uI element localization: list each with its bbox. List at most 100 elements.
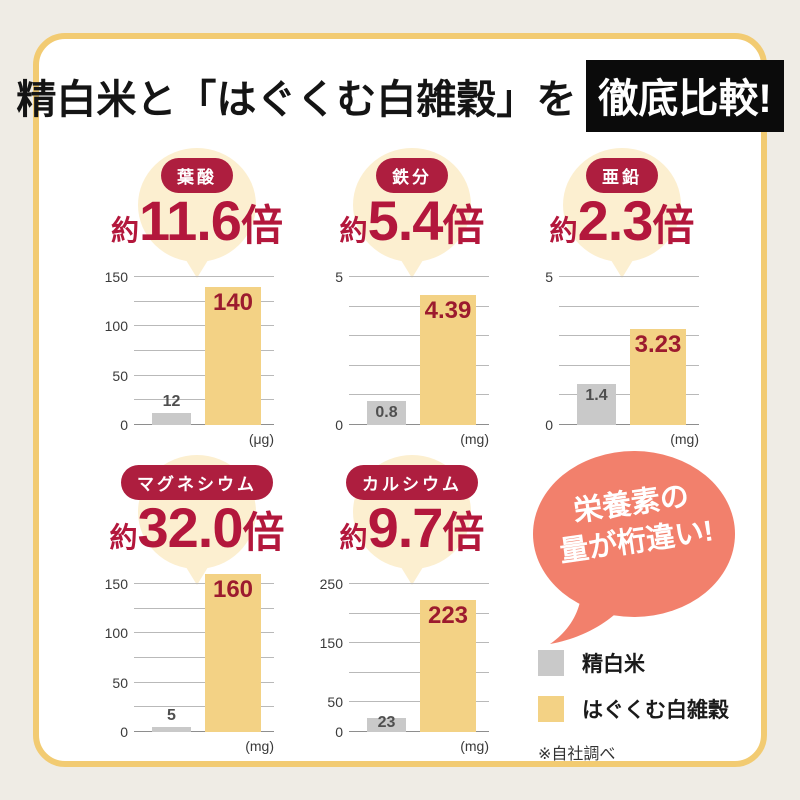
bar-value-label: 5	[167, 707, 176, 725]
chart-group-3: 亜鉛約 2.3 倍 0 5 1.4 3.23 (mg)	[527, 148, 717, 448]
unit-label: (mg)	[460, 738, 489, 754]
multiplier-text: 約 5.4 倍	[340, 188, 485, 253]
unit-label: (μg)	[248, 431, 274, 447]
multiplier-value: 5.4	[367, 189, 444, 252]
multiplier-prefix: 約	[111, 215, 140, 246]
gridline	[134, 583, 274, 584]
gridline	[349, 583, 489, 584]
multiplier-prefix: 約	[109, 522, 138, 553]
yellow-swatch-icon	[538, 696, 564, 722]
nutrient-badge: カルシウム	[346, 465, 478, 500]
y-axis-tick-label: 0	[335, 417, 343, 433]
bar-plot: 0 50 100 150 5 160	[105, 574, 274, 740]
nutrient-balloon: 葉酸約 11.6 倍	[102, 148, 292, 288]
multiplier-text: 約 2.3 倍	[550, 188, 695, 253]
y-axis-tick-label: 5	[335, 269, 343, 285]
unit-label: (mg)	[460, 431, 489, 447]
bar-value-label: 23	[377, 714, 396, 731]
bar-value-label: 160	[212, 576, 254, 604]
bar-value-label: 1.4	[585, 386, 608, 404]
gridline	[134, 300, 274, 302]
multiplier-value: 11.6	[139, 189, 242, 252]
source-note: ※自社調べ	[538, 746, 616, 763]
gridline	[349, 424, 489, 425]
gridline	[349, 394, 489, 396]
gridline	[134, 374, 274, 376]
gridline	[134, 632, 274, 634]
bar-value-label: 12	[162, 393, 181, 411]
bar-plot: 0 5 1.4 3.23	[545, 269, 699, 433]
bar-seihakumai	[577, 383, 616, 425]
multiplier-suffix: 倍	[240, 202, 283, 249]
gridline	[134, 731, 274, 732]
gridline	[349, 701, 489, 703]
y-axis-tick-label: 100	[104, 625, 128, 642]
gridline	[349, 612, 489, 614]
multiplier-text: 約 32.0 倍	[109, 495, 284, 560]
bar-value-label: 4.39	[424, 297, 472, 325]
bar-plot: 0 5 0.8 4.39	[335, 269, 489, 433]
callout-bubble: 栄養素の 量が桁違い!	[522, 450, 746, 650]
bar-hagukumu	[205, 286, 261, 425]
nutrient-balloon: 鉄分約 5.4 倍	[317, 148, 507, 288]
gridline	[559, 335, 699, 337]
bar-value-label: 140	[212, 288, 254, 316]
y-axis-tick-label: 0	[545, 417, 553, 433]
bar-value-label: 3.23	[634, 331, 682, 359]
bar-value-label: 0.8	[375, 404, 398, 422]
multiplier-value: 32.0	[137, 496, 244, 559]
multiplier-suffix: 倍	[442, 202, 485, 249]
gridline	[134, 681, 274, 683]
gridline	[559, 305, 699, 307]
balloon-tail-icon	[181, 252, 213, 278]
speech-bubble-shape	[533, 451, 735, 644]
unit-label: (mg)	[245, 738, 274, 754]
multiplier-suffix: 倍	[652, 202, 695, 249]
y-axis-tick-label: 0	[120, 417, 128, 433]
unit-label: (mg)	[670, 431, 699, 447]
gridline	[134, 350, 274, 351]
bar-hagukumu	[205, 574, 261, 732]
legend: 精白米 はぐくむ白雑穀 ※自社調べ	[538, 648, 768, 764]
gridline	[134, 607, 274, 609]
nutrient-balloon: カルシウム約 9.7 倍	[317, 455, 507, 595]
y-axis-tick-label: 50	[112, 674, 128, 691]
gridline	[349, 642, 489, 644]
nutrient-balloon: マグネシウム約 32.0 倍	[102, 455, 292, 595]
multiplier-text: 約 9.7 倍	[340, 495, 485, 560]
gridline	[559, 394, 699, 396]
gridline	[349, 276, 489, 277]
chart-group-2: 鉄分約 5.4 倍 0 5 0.8 4.39 (mg)	[317, 148, 507, 448]
gridline	[134, 706, 274, 708]
gridline	[559, 364, 699, 366]
bar-seihakumai	[367, 401, 406, 425]
multiplier-value: 2.3	[577, 189, 654, 252]
multiplier-prefix: 約	[339, 215, 368, 246]
legend-item-hagukumu: はぐくむ白雑穀	[538, 694, 768, 724]
multiplier-prefix: 約	[339, 522, 368, 553]
nutrient-badge: マグネシウム	[121, 465, 273, 500]
y-axis-tick-label: 50	[112, 367, 128, 384]
y-axis-tick-label: 150	[104, 269, 128, 285]
nutrient-badge: 鉄分	[376, 158, 448, 193]
y-axis-tick-label: 5	[545, 269, 553, 285]
multiplier-suffix: 倍	[442, 509, 485, 556]
gridline	[134, 657, 274, 658]
balloon-tail-icon	[396, 559, 428, 585]
multiplier-suffix: 倍	[242, 509, 285, 556]
chart-group-4: マグネシウム約 32.0 倍 0 50 100 150 5 160 (mg)	[102, 455, 292, 755]
bar-seihakumai	[367, 718, 406, 732]
bar-plot: 0 50 150 250 23 223	[320, 576, 489, 740]
gridline	[349, 335, 489, 337]
legend-item-seihakumai: 精白米	[538, 648, 768, 678]
chart-group-5: カルシウム約 9.7 倍 0 50 150 250 23 223 (mg)	[317, 455, 507, 755]
bar-hagukumu	[420, 599, 476, 732]
balloon-tail-icon	[606, 252, 638, 278]
bar-hagukumu	[630, 329, 686, 425]
gridline	[134, 276, 274, 277]
gridline	[134, 325, 274, 327]
y-axis-tick-label: 50	[327, 694, 343, 711]
legend-label: はぐくむ白雑穀	[582, 699, 729, 722]
y-axis-tick-label: 0	[120, 724, 128, 740]
y-axis-tick-label: 0	[335, 724, 343, 740]
